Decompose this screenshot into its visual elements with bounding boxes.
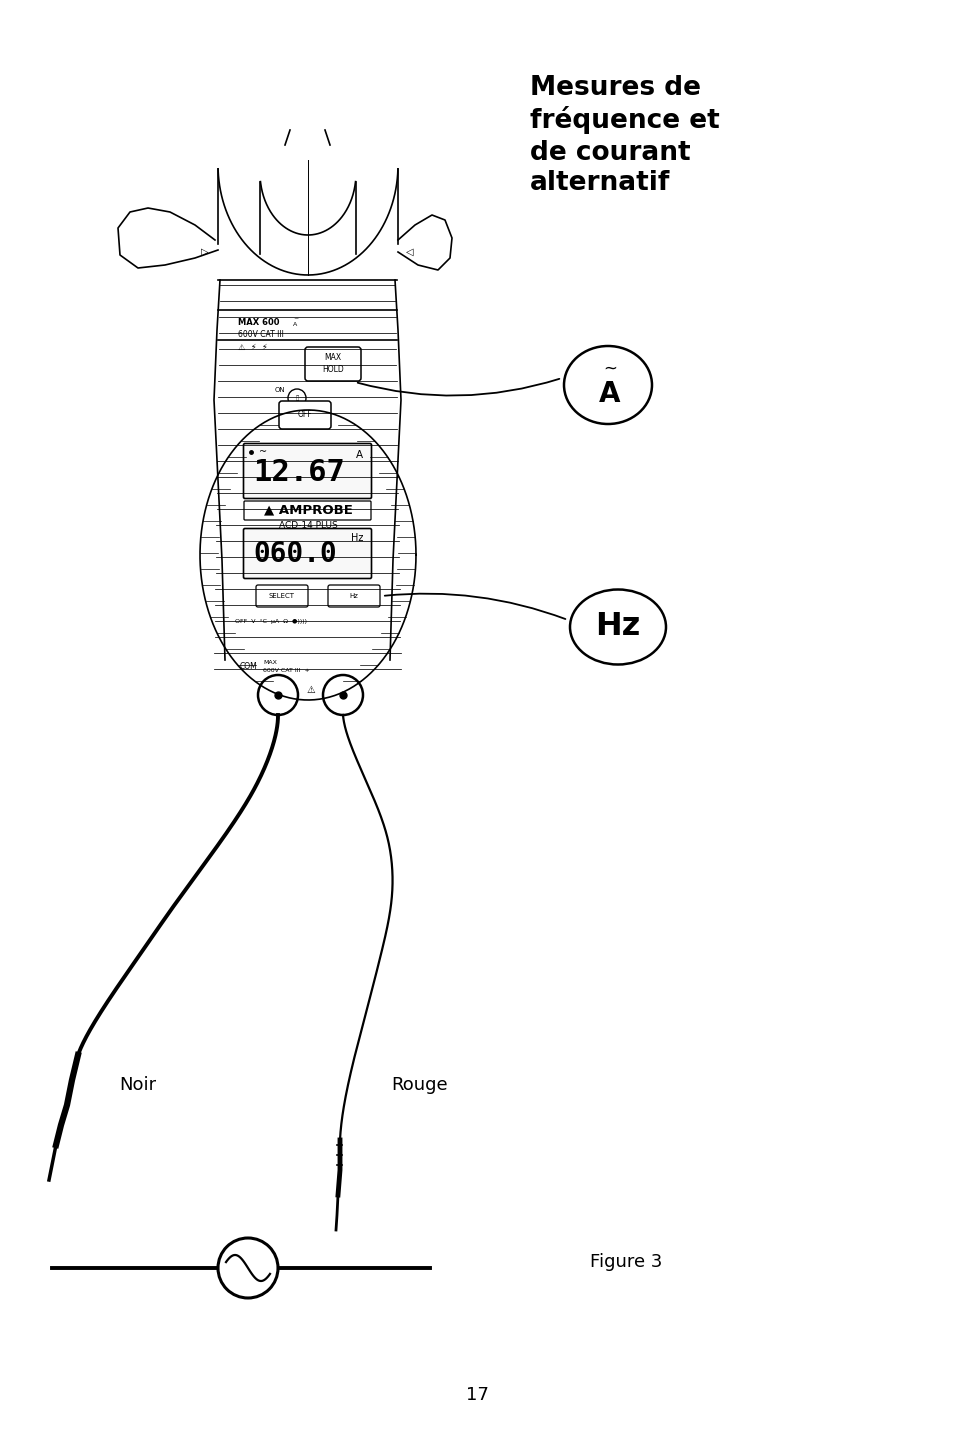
FancyBboxPatch shape <box>243 529 371 579</box>
Text: 060.0: 060.0 <box>253 540 336 569</box>
Text: MAX: MAX <box>324 354 341 362</box>
Text: A: A <box>355 450 363 460</box>
Circle shape <box>257 675 297 716</box>
Text: Mesures de
fréquence et
de courant
alternatif: Mesures de fréquence et de courant alter… <box>530 75 719 197</box>
Text: ~: ~ <box>602 361 617 378</box>
Text: ▷: ▷ <box>201 247 209 257</box>
Circle shape <box>218 1239 277 1298</box>
Text: Noir: Noir <box>119 1076 156 1094</box>
Text: Hz: Hz <box>351 533 363 543</box>
Text: 600V CAT III  +: 600V CAT III + <box>263 668 310 673</box>
Text: MAX: MAX <box>263 660 276 665</box>
Text: HOLD: HOLD <box>322 365 343 375</box>
Ellipse shape <box>569 589 665 664</box>
Text: ACD-14 PLUS: ACD-14 PLUS <box>278 522 337 530</box>
Text: 17: 17 <box>465 1387 488 1404</box>
Circle shape <box>288 389 306 407</box>
Text: Hz: Hz <box>349 593 358 599</box>
Text: 600V CAT III: 600V CAT III <box>237 331 284 339</box>
Text: OFF: OFF <box>297 411 312 420</box>
FancyBboxPatch shape <box>255 585 308 606</box>
Text: 🔒: 🔒 <box>295 395 298 401</box>
Text: ~
A: ~ A <box>293 316 298 326</box>
Text: Hz: Hz <box>595 612 640 642</box>
FancyBboxPatch shape <box>278 401 331 430</box>
Ellipse shape <box>563 346 651 424</box>
Text: Rouge: Rouge <box>392 1076 448 1094</box>
Text: OFF  V  °C  μA  Ω  ●)))): OFF V °C μA Ω ●)))) <box>234 619 307 625</box>
Text: A: A <box>598 379 620 408</box>
Text: Figure 3: Figure 3 <box>589 1253 661 1270</box>
FancyBboxPatch shape <box>328 585 379 606</box>
Text: ⚠: ⚠ <box>306 685 315 696</box>
Text: ⚠  ⚡  ⚡: ⚠ ⚡ ⚡ <box>237 343 268 352</box>
Text: ~: ~ <box>258 447 267 457</box>
FancyBboxPatch shape <box>305 346 360 381</box>
FancyBboxPatch shape <box>244 502 371 520</box>
Text: MAX 600: MAX 600 <box>237 318 279 328</box>
Text: ▲ AMPROBE: ▲ AMPROBE <box>263 503 352 516</box>
Circle shape <box>323 675 363 716</box>
Text: COM: COM <box>240 662 257 671</box>
Text: SELECT: SELECT <box>269 593 294 599</box>
Text: ◁: ◁ <box>406 247 414 257</box>
FancyBboxPatch shape <box>243 444 371 499</box>
Text: ON: ON <box>274 387 285 392</box>
Text: 12.67: 12.67 <box>253 458 345 487</box>
